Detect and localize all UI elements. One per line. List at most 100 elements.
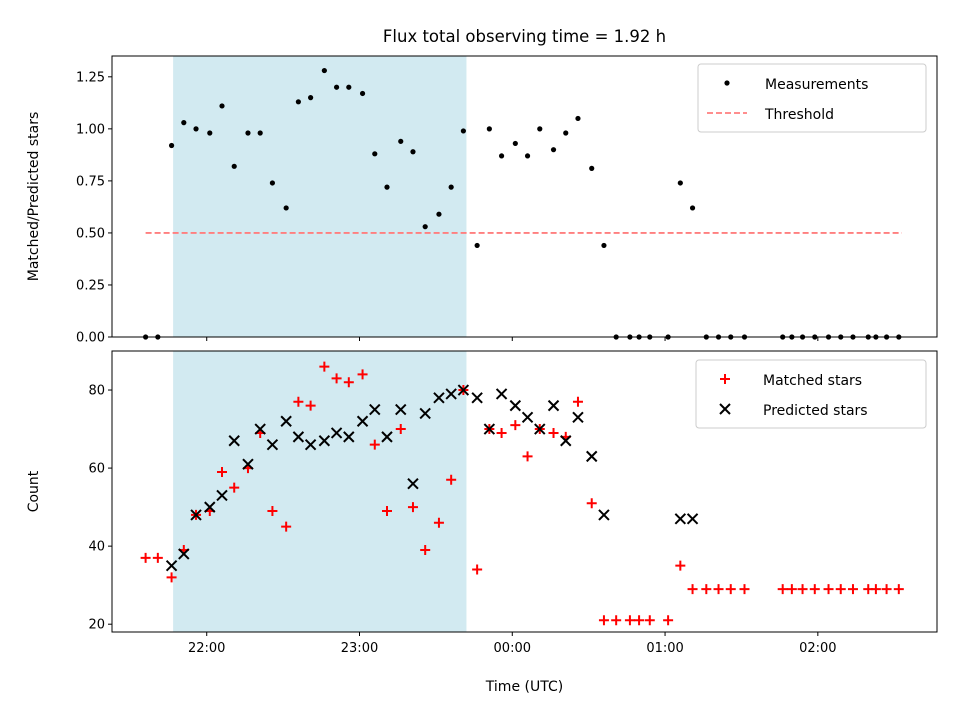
predicted-star-point bbox=[686, 513, 699, 525]
matched-star-point bbox=[687, 584, 698, 595]
matched-star-point bbox=[598, 615, 609, 626]
matched-star-point bbox=[319, 361, 330, 372]
y-tick-label: 0.50 bbox=[76, 226, 105, 241]
legend-threshold-label: Threshold bbox=[764, 107, 834, 123]
legend-predicted-marker bbox=[719, 403, 731, 415]
matched-star-point bbox=[870, 584, 881, 595]
x-tick-label: 01:00 bbox=[646, 641, 683, 656]
measurement-point bbox=[486, 126, 492, 132]
y-axis-label: Count bbox=[26, 470, 42, 512]
measurement-point bbox=[398, 138, 404, 144]
measurement-point bbox=[563, 130, 569, 136]
predicted-star-point bbox=[395, 403, 407, 416]
matched-star-point bbox=[343, 377, 354, 388]
measurement-point bbox=[474, 242, 480, 249]
measurement-point bbox=[575, 115, 581, 122]
matched-star-point bbox=[293, 396, 304, 407]
matched-star-point bbox=[847, 584, 858, 595]
matched-star-point bbox=[446, 474, 457, 485]
matched-star-point bbox=[893, 584, 904, 595]
matched-star-point bbox=[407, 502, 418, 513]
measurement-point bbox=[601, 242, 607, 249]
matched-star-point bbox=[395, 424, 406, 435]
legend-predicted-label: Predicted stars bbox=[763, 403, 868, 419]
predicted-star-point bbox=[204, 501, 216, 513]
matched-star-point bbox=[809, 584, 820, 595]
matched-star-point bbox=[496, 427, 507, 438]
measurement-point bbox=[219, 103, 225, 109]
legend-measurements-label: Measurements bbox=[765, 77, 868, 93]
predicted-star-point bbox=[547, 399, 560, 412]
predicted-star-point bbox=[433, 392, 445, 404]
predicted-star-point bbox=[445, 388, 457, 400]
predicted-star-point bbox=[318, 435, 331, 447]
matched-star-point bbox=[634, 615, 645, 626]
matched-star-point bbox=[522, 451, 533, 462]
matched-star-point bbox=[217, 466, 227, 477]
measurement-point bbox=[838, 334, 844, 340]
predicted-star-point bbox=[674, 513, 687, 525]
matched-star-point bbox=[644, 615, 655, 626]
legend-box bbox=[697, 63, 927, 133]
measurement-point bbox=[665, 334, 671, 340]
matched-star-point bbox=[572, 396, 583, 407]
measurement-point bbox=[524, 153, 531, 159]
bottom-panel: 20 40 60 80 22:00 23:00 00:00 01:00 02:00 Count Ti… bbox=[26, 350, 938, 695]
matched-star-point bbox=[357, 369, 368, 380]
measurement-point bbox=[689, 205, 696, 211]
measurement-point bbox=[257, 130, 263, 136]
measurement-point bbox=[269, 180, 276, 186]
measurement-point bbox=[460, 128, 466, 134]
measurement-point bbox=[799, 334, 806, 340]
matched-star-point bbox=[835, 584, 846, 595]
measurement-point bbox=[812, 334, 818, 340]
predicted-star-point bbox=[280, 415, 292, 427]
measurement-point bbox=[436, 211, 442, 217]
measurement-point bbox=[850, 334, 856, 340]
x-tick-label: 22:00 bbox=[188, 641, 225, 656]
matched-star-point bbox=[586, 498, 597, 509]
predicted-star-point bbox=[560, 435, 572, 447]
legend: Measurements Threshold bbox=[697, 63, 927, 133]
matched-star-point bbox=[420, 545, 431, 556]
measurement-point bbox=[865, 334, 871, 340]
predicted-star-point bbox=[242, 458, 254, 470]
predicted-star-point bbox=[598, 509, 610, 521]
x-tick-label: 02:00 bbox=[799, 641, 836, 656]
predicted-star-point bbox=[381, 431, 393, 443]
matched-star-point bbox=[281, 521, 292, 532]
predicted-star-point bbox=[495, 388, 508, 400]
predicted-star-point bbox=[521, 411, 534, 424]
measurement-point bbox=[537, 126, 543, 132]
y-tick-label: 60 bbox=[88, 462, 105, 477]
y-tick-label: 40 bbox=[88, 540, 105, 555]
measurement-point bbox=[308, 95, 314, 101]
chart-title: Flux total observing time = 1.92 h bbox=[383, 27, 666, 46]
shaded-interval bbox=[173, 56, 467, 337]
measurement-point bbox=[333, 84, 340, 90]
measurement-point bbox=[372, 151, 378, 157]
matched-star-point bbox=[611, 615, 622, 626]
measurement-point bbox=[295, 99, 301, 105]
measurement-point bbox=[512, 140, 518, 147]
matched-star-point bbox=[881, 584, 892, 595]
measurement-point bbox=[589, 165, 595, 171]
measurement-point bbox=[873, 334, 879, 340]
shaded-interval bbox=[173, 351, 467, 632]
y-tick-label: 20 bbox=[88, 618, 105, 633]
matched-star-point bbox=[267, 506, 278, 517]
measurement-point bbox=[728, 334, 734, 340]
legend-measurements-marker bbox=[724, 80, 730, 86]
measurement-point bbox=[677, 180, 683, 186]
predicted-star-point bbox=[216, 489, 228, 502]
measurement-point bbox=[613, 334, 619, 340]
predicted-star-point bbox=[483, 423, 496, 435]
measurement-point bbox=[883, 334, 890, 340]
y-axis-label: Matched/Predicted stars bbox=[26, 112, 42, 282]
legend-matched-label: Matched stars bbox=[763, 373, 862, 389]
y-tick-label: 0.00 bbox=[76, 331, 105, 346]
measurement-point bbox=[825, 334, 832, 340]
measurement-point bbox=[789, 334, 795, 340]
predicted-star-point bbox=[266, 438, 279, 451]
predicted-star-point bbox=[407, 477, 419, 490]
